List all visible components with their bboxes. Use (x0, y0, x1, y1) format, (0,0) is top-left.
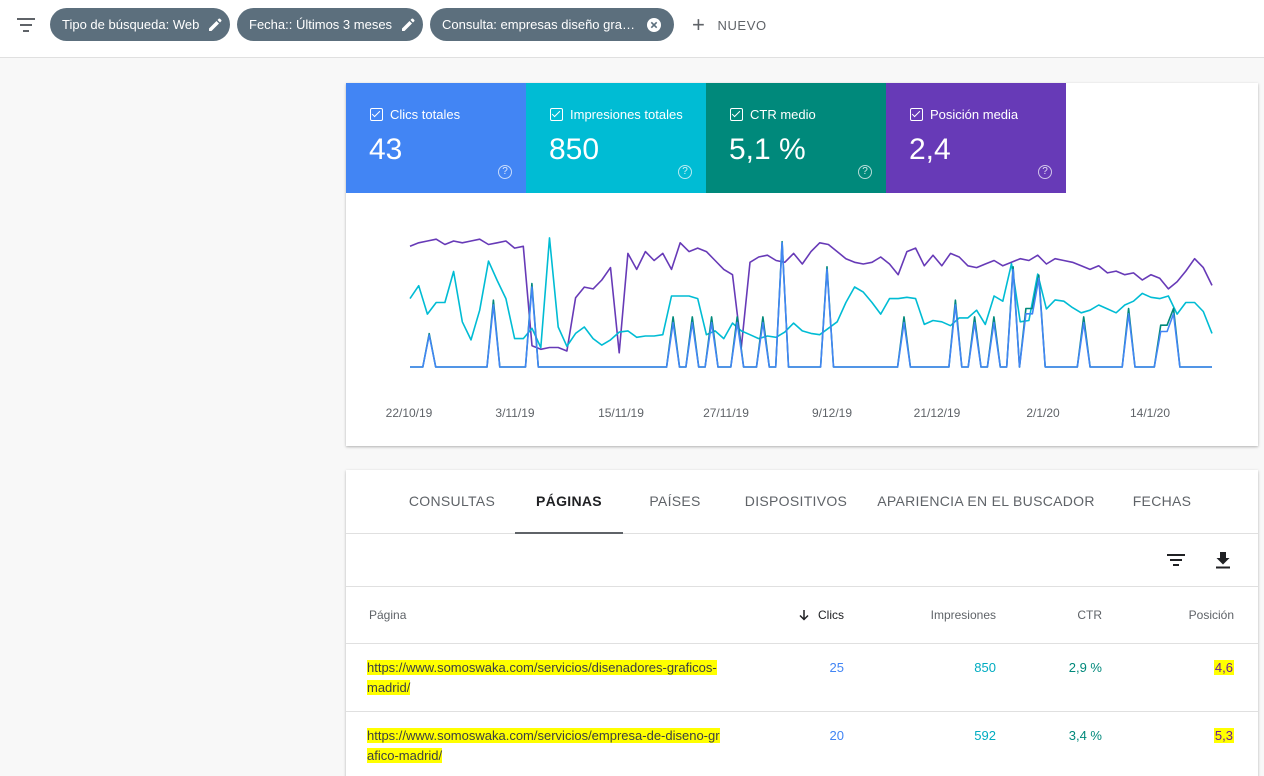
series-line-3 (410, 241, 1212, 368)
help-icon[interactable]: ? (1038, 165, 1052, 179)
page-url-line: https://www.somoswaka.com/servicios/dise… (367, 660, 717, 675)
table-row[interactable]: https://www.somoswaka.com/servicios/empr… (346, 712, 1258, 776)
download-icon[interactable] (1212, 549, 1234, 571)
chip-search-type[interactable]: Tipo de búsqueda: Web (50, 8, 230, 41)
metric-label: Posición media (930, 107, 1019, 122)
arrow-down-icon (799, 610, 809, 621)
tab-devices[interactable]: DISPOSITIVOS (744, 493, 848, 509)
tab-queries[interactable]: CONSULTAS (408, 493, 496, 509)
header-ctr[interactable]: CTR (1077, 608, 1102, 622)
chip-query[interactable]: Consulta: empresas diseño grafi... (430, 8, 674, 41)
help-icon[interactable]: ? (678, 165, 692, 179)
table-row[interactable]: https://www.somoswaka.com/servicios/dise… (346, 644, 1258, 712)
header-clicks[interactable]: Clics (798, 608, 844, 622)
metric-total-impressions[interactable]: Impresiones totales 850 ? (526, 83, 706, 193)
checkbox-icon[interactable] (370, 108, 383, 121)
cell-ctr: 3,4 % (1068, 728, 1102, 743)
filter-bar: Tipo de búsqueda: Web Fecha:: Últimos 3 … (0, 0, 1264, 58)
close-icon[interactable] (646, 17, 662, 33)
x-tick-label: 9/12/19 (812, 406, 852, 420)
x-tick-label: 14/1/20 (1130, 406, 1170, 420)
x-tick-label: 27/11/19 (703, 406, 749, 420)
metric-value: 850 (549, 133, 600, 166)
checkbox-icon[interactable] (910, 108, 923, 121)
cell-position-value: 5,3 (1213, 728, 1234, 743)
cell-ctr: 2,9 % (1068, 660, 1102, 675)
metric-average-ctr[interactable]: CTR medio 5,1 % ? (706, 83, 886, 193)
filter-rows-icon[interactable] (1165, 549, 1187, 571)
performance-chart-card: Clics totales 43 ? Impresiones totales 8… (346, 83, 1258, 446)
edit-icon[interactable] (400, 17, 416, 33)
metric-total-clicks[interactable]: Clics totales 43 ? (346, 83, 526, 193)
metric-label: CTR medio (750, 107, 816, 122)
cell-clicks: 25 (829, 660, 844, 675)
help-icon[interactable]: ? (498, 165, 512, 179)
metric-value: 43 (369, 133, 403, 166)
page-url[interactable]: https://www.somoswaka.com/servicios/empr… (367, 726, 737, 766)
x-tick-label: 2/1/20 (1026, 406, 1060, 420)
page-url[interactable]: https://www.somoswaka.com/servicios/dise… (367, 658, 737, 698)
edit-icon[interactable] (207, 17, 223, 33)
tab-countries[interactable]: PAÍSES (649, 493, 701, 509)
chip-search-type-label: Tipo de búsqueda: Web (62, 17, 200, 32)
plus-icon: + (692, 12, 706, 37)
tab-search-appearance[interactable]: APARIENCIA EN EL BUSCADOR (877, 493, 1095, 509)
help-icon[interactable]: ? (858, 165, 872, 179)
header-clicks-label: Clics (818, 608, 844, 622)
checkbox-icon[interactable] (550, 108, 563, 121)
page-url-line: https://www.somoswaka.com/servicios/empr… (367, 728, 720, 743)
header-page[interactable]: Página (369, 608, 407, 622)
checkbox-icon[interactable] (730, 108, 743, 121)
chip-date[interactable]: Fecha:: Últimos 3 meses (237, 8, 423, 41)
chip-date-label: Fecha:: Últimos 3 meses (249, 17, 393, 32)
performance-line-chart[interactable]: 22/10/19 3/11/19 15/11/19 27/11/19 9/12/19 21… (346, 193, 1258, 446)
new-filter-label: NUEVO (717, 17, 767, 33)
header-impressions[interactable]: Impresiones (930, 608, 996, 622)
metric-label: Impresiones totales (570, 107, 683, 122)
cell-impressions: 850 (974, 660, 996, 675)
metric-value: 2,4 (909, 133, 951, 166)
header-position[interactable]: Posición (1188, 608, 1234, 622)
table-header: Página Clics Impresiones CTR Posición (346, 587, 1258, 644)
metric-label: Clics totales (390, 107, 461, 122)
cell-clicks: 20 (829, 728, 844, 743)
cell-position: 4,6 (1213, 660, 1234, 675)
series-line-0 (409, 238, 1213, 354)
page-url-line: madrid/ (367, 680, 411, 695)
cell-position: 5,3 (1213, 728, 1234, 743)
tab-pages[interactable]: PÁGINAS (515, 470, 623, 534)
cell-position-value: 4,6 (1213, 660, 1234, 675)
metric-value: 5,1 % (729, 133, 806, 166)
page-url-line: afico-madrid/ (367, 748, 443, 763)
series-line-1 (409, 237, 1213, 349)
x-tick-label: 3/11/19 (495, 406, 534, 420)
table-toolbar (346, 535, 1258, 587)
tab-dates[interactable]: FECHAS (1132, 493, 1192, 509)
metric-average-position[interactable]: Posición media 2,4 ? (886, 83, 1066, 193)
chip-query-label: Consulta: empresas diseño grafi... (442, 17, 638, 32)
x-tick-label: 15/11/19 (598, 406, 644, 420)
dimension-tabs: CONSULTAS PÁGINAS PAÍSES DISPOSITIVOS AP… (346, 470, 1258, 534)
cell-impressions: 592 (974, 728, 996, 743)
new-filter-button[interactable]: + NUEVO (692, 14, 767, 36)
filter-icon[interactable] (16, 16, 36, 34)
results-table-card: CONSULTAS PÁGINAS PAÍSES DISPOSITIVOS AP… (346, 470, 1258, 776)
x-tick-label: 21/12/19 (914, 406, 961, 420)
x-tick-label: 22/10/19 (386, 406, 433, 420)
